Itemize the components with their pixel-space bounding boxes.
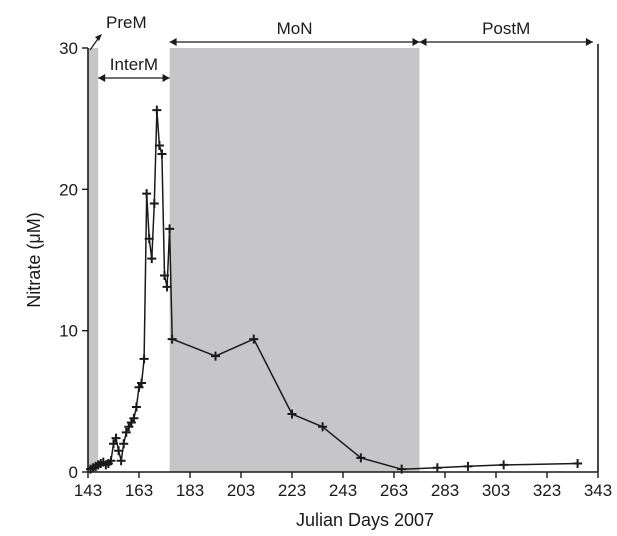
- x-tick-label: 303: [482, 481, 510, 500]
- data-point: [211, 351, 220, 361]
- x-tick-label: 343: [584, 481, 612, 500]
- x-tick-label: 323: [533, 481, 561, 500]
- x-axis-title: Julian Days 2007: [296, 510, 434, 530]
- data-point: [137, 378, 147, 388]
- data-point: [152, 105, 162, 115]
- ticks: 143 163 183 203 223 243 263 283 303 323 343 0 10 20 30: [59, 39, 612, 500]
- data-point: [114, 446, 124, 456]
- data-point: [157, 149, 167, 159]
- shaded-region-prem: [88, 48, 99, 472]
- data-point: [147, 254, 157, 264]
- data-point: [142, 189, 152, 199]
- arrow-head: [169, 38, 177, 46]
- arrow-head: [412, 38, 420, 46]
- postm-label: PostM: [482, 19, 530, 38]
- data-point: [356, 453, 366, 463]
- x-tick-label: 263: [380, 481, 408, 500]
- y-tick-label: 0: [69, 463, 78, 482]
- x-tick-label: 203: [227, 481, 255, 500]
- interm-label: InterM: [110, 55, 158, 74]
- data-point: [162, 282, 172, 292]
- data-point: [139, 354, 149, 364]
- y-tick-label: 10: [59, 322, 78, 341]
- data-point: [131, 402, 141, 412]
- data-point: [109, 439, 118, 449]
- data-point: [249, 334, 259, 344]
- series-layer: [86, 105, 583, 474]
- y-tick-label: 30: [59, 39, 78, 58]
- data-point: [432, 463, 442, 473]
- data-point: [154, 141, 164, 151]
- data-point: [111, 433, 121, 443]
- x-tick-label: 243: [329, 481, 357, 500]
- arrow-head: [162, 74, 170, 82]
- data-point: [116, 456, 126, 466]
- x-tick-label: 183: [176, 481, 204, 500]
- shaded-region-mon: [169, 48, 420, 472]
- mon-label: MoN: [277, 19, 313, 38]
- phase-annotations: PreM InterM MoN PostM: [89, 13, 593, 82]
- y-axis-title: Nitrate (μM): [24, 212, 44, 307]
- y-tick-label: 20: [59, 180, 78, 199]
- data-point: [160, 271, 169, 281]
- data-point: [121, 427, 131, 437]
- x-tick-label: 163: [125, 481, 153, 500]
- data-point: [318, 422, 328, 432]
- x-tick-label: 223: [278, 481, 306, 500]
- arrow-head: [95, 34, 102, 41]
- data-point: [463, 461, 473, 471]
- data-point: [144, 234, 154, 244]
- arrow-head: [98, 74, 106, 82]
- phase-shading: [88, 48, 420, 472]
- data-point: [167, 334, 177, 344]
- data-point: [499, 460, 509, 470]
- data-point: [149, 198, 159, 208]
- data-point: [573, 459, 583, 469]
- arrow-head: [585, 38, 593, 46]
- data-point: [165, 224, 175, 234]
- x-tick-label: 283: [431, 481, 459, 500]
- x-tick-label: 143: [74, 481, 102, 500]
- arrow-head: [419, 38, 427, 46]
- data-point: [119, 439, 129, 449]
- data-point: [287, 409, 297, 419]
- data-point: [129, 413, 139, 423]
- prem-label: PreM: [106, 13, 147, 32]
- data-point: [106, 456, 116, 466]
